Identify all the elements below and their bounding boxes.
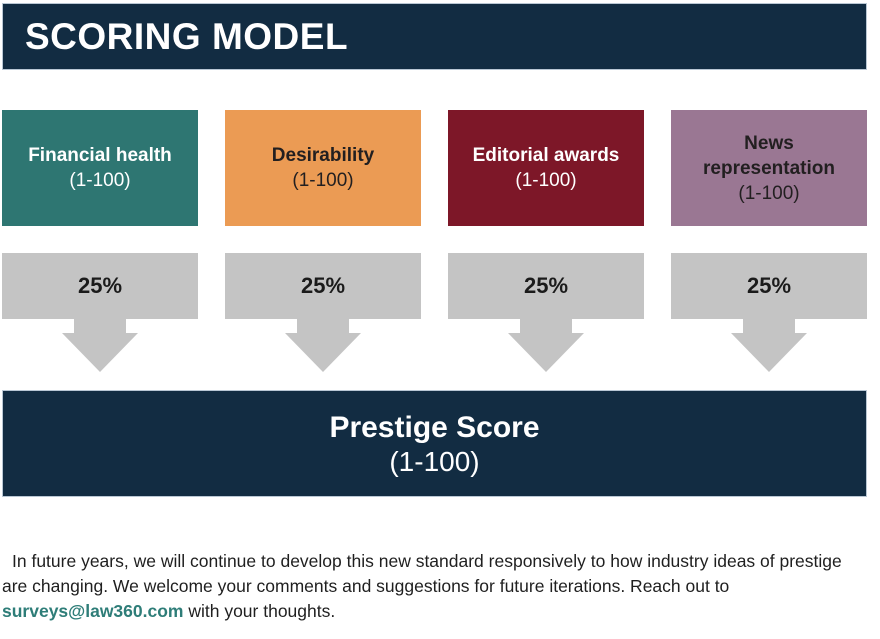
weight-arrow-news-representation: 25% <box>671 253 867 372</box>
down-arrow-icon <box>508 333 584 372</box>
factor-range: (1-100) <box>69 170 131 191</box>
figure-title: SCORING MODEL <box>25 15 349 57</box>
weight-label: 25% <box>300 273 346 298</box>
factor-box-financial-health: Financial health (1-100) <box>2 110 198 226</box>
factor-range: (1-100) <box>292 170 354 191</box>
weight-arrow-desirability: 25% <box>225 253 421 372</box>
prestige-score-box: Prestige Score (1-100) <box>2 390 867 497</box>
weight-arrow-financial-health: 25% <box>2 253 198 372</box>
down-arrow-icon <box>297 319 349 333</box>
factor-box-desirability: Desirability (1-100) <box>225 110 421 226</box>
down-arrow-icon <box>285 333 361 372</box>
footer-text-after: with your thoughts. <box>183 601 336 621</box>
weight-box: 25% <box>671 253 867 319</box>
factor-range: (1-100) <box>738 182 800 204</box>
weight-box: 25% <box>448 253 644 319</box>
down-arrow-icon <box>74 319 126 333</box>
factors-row: Financial health (1-100) Desirability (1… <box>2 110 867 226</box>
weight-label: 25% <box>746 273 792 298</box>
factor-name: Financial health <box>28 145 172 166</box>
weight-arrow-editorial-awards: 25% <box>448 253 644 372</box>
email-link[interactable]: surveys@law360.com <box>2 601 184 621</box>
prestige-score-title: Prestige Score <box>329 410 540 444</box>
down-arrow-icon <box>62 333 138 372</box>
factor-name: Desirability <box>271 145 375 166</box>
footer-text-before: In future years, we will continue to dev… <box>2 551 842 596</box>
weight-label: 25% <box>77 273 123 298</box>
weight-box: 25% <box>2 253 198 319</box>
factor-name: News representation <box>703 132 835 179</box>
down-arrow-icon <box>520 319 572 333</box>
prestige-score-range: (1-100) <box>389 445 480 477</box>
weights-row: 25% 25% 25% 25% <box>2 253 867 372</box>
factor-box-editorial-awards: Editorial awards (1-100) <box>448 110 644 226</box>
weight-label: 25% <box>523 273 569 298</box>
weight-box: 25% <box>225 253 421 319</box>
down-arrow-icon <box>743 319 795 333</box>
figure-title-bar: SCORING MODEL <box>2 3 867 70</box>
footer-paragraph: In future years, we will continue to dev… <box>2 549 868 624</box>
down-arrow-icon <box>731 333 807 372</box>
factor-range: (1-100) <box>515 170 577 191</box>
factor-name: Editorial awards <box>472 145 620 166</box>
factor-box-news-representation: News representation (1-100) <box>671 110 867 226</box>
